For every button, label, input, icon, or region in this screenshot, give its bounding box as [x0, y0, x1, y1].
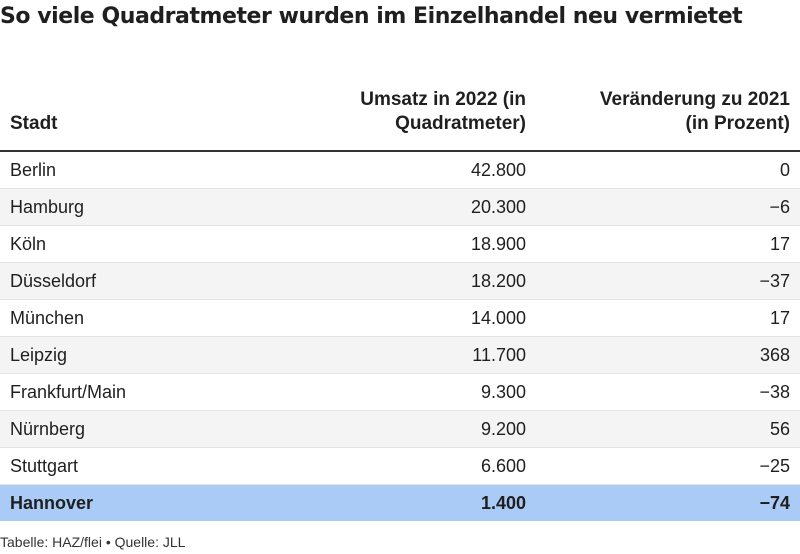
cell-veraenderung: −37	[536, 262, 800, 300]
table-row: Hamburg 20.300 −6	[0, 188, 800, 226]
cell-veraenderung: 368	[536, 336, 800, 374]
source-note: Tabelle: HAZ/flei • Quelle: JLL	[0, 534, 186, 550]
cell-stadt: Stuttgart	[0, 447, 300, 485]
cell-umsatz: 20.300	[300, 188, 536, 226]
cell-umsatz: 11.700	[300, 336, 536, 374]
cell-stadt: München	[0, 299, 300, 337]
cell-veraenderung: −6	[536, 188, 800, 226]
cell-stadt: Frankfurt/Main	[0, 373, 300, 411]
cell-veraenderung: 17	[536, 225, 800, 263]
table-row: Berlin 42.800 0	[0, 151, 800, 189]
table-row: Köln 18.900 17	[0, 225, 800, 263]
cell-stadt: Leipzig	[0, 336, 300, 374]
cell-stadt: Düsseldorf	[0, 262, 300, 300]
cell-stadt: Hamburg	[0, 188, 300, 226]
table-body: Berlin 42.800 0 Hamburg 20.300 −6 Köln 18.900 17…	[0, 151, 800, 521]
cell-veraenderung: −25	[536, 447, 800, 485]
cell-umsatz: 9.200	[300, 410, 536, 448]
cell-veraenderung: 17	[536, 299, 800, 337]
table-row: Hannover 1.400 −74	[0, 484, 800, 521]
table-row: Nürnberg 9.200 56	[0, 410, 800, 448]
column-header-umsatz[interactable]: Umsatz in 2022 (in Quadratmeter)	[300, 72, 536, 152]
cell-umsatz: 18.900	[300, 225, 536, 263]
cell-stadt: Köln	[0, 225, 300, 263]
cell-umsatz: 14.000	[300, 299, 536, 337]
column-header-veraenderung[interactable]: Veränderung zu 2021 (in Prozent)	[536, 72, 800, 152]
cell-umsatz: 1.400	[300, 484, 536, 521]
data-table: Stadt Umsatz in 2022 (in Quadratmeter) Ve…	[0, 72, 800, 521]
cell-stadt: Nürnberg	[0, 410, 300, 448]
cell-stadt: Berlin	[0, 151, 300, 189]
cell-veraenderung: −74	[536, 484, 800, 521]
cell-umsatz: 42.800	[300, 151, 536, 189]
cell-umsatz: 18.200	[300, 262, 536, 300]
cell-veraenderung: 56	[536, 410, 800, 448]
cell-umsatz: 6.600	[300, 447, 536, 485]
cell-veraenderung: −38	[536, 373, 800, 411]
column-header-stadt[interactable]: Stadt	[0, 72, 300, 152]
table-header-row: Stadt Umsatz in 2022 (in Quadratmeter) Ve…	[0, 72, 800, 152]
cell-veraenderung: 0	[536, 151, 800, 189]
cell-stadt: Hannover	[0, 484, 300, 521]
table-row: Düsseldorf 18.200 −37	[0, 262, 800, 300]
table-row: Frankfurt/Main 9.300 −38	[0, 373, 800, 411]
table-row: Stuttgart 6.600 −25	[0, 447, 800, 485]
cell-umsatz: 9.300	[300, 373, 536, 411]
table-row: München 14.000 17	[0, 299, 800, 337]
column-header-umsatz-label: Umsatz in 2022 (in Quadratmeter)	[360, 89, 526, 134]
column-header-veraenderung-label: Veränderung zu 2021 (in Prozent)	[599, 89, 790, 134]
chart-title: So viele Quadratmeter wurden im Einzelha…	[0, 4, 743, 29]
table-row: Leipzig 11.700 368	[0, 336, 800, 374]
